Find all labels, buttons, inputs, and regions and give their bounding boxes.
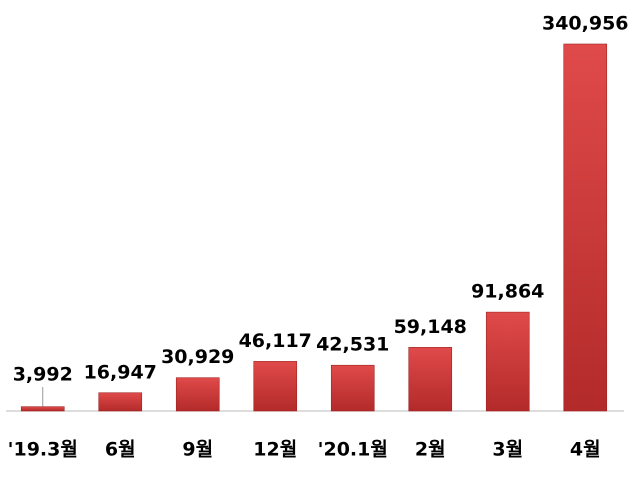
value-label: 46,117 <box>239 330 312 352</box>
bar <box>485 311 530 412</box>
x-tick-label: 2월 <box>415 439 446 461</box>
x-tick-label: 3월 <box>492 439 523 461</box>
x-tick-label: '19.3월 <box>8 439 78 461</box>
x-tick-label: 4월 <box>570 439 601 461</box>
bar <box>98 392 143 412</box>
x-tick-label: 12월 <box>253 439 297 461</box>
x-tick-label: '20.1월 <box>318 439 388 461</box>
bar <box>408 347 453 412</box>
value-label: 91,864 <box>471 281 544 303</box>
value-label: 16,947 <box>84 361 157 383</box>
value-label: 3,992 <box>13 364 73 386</box>
value-label: 59,148 <box>394 316 467 338</box>
bar <box>20 406 65 412</box>
bar <box>563 43 608 412</box>
value-label: 42,531 <box>316 334 389 356</box>
value-label: 340,956 <box>542 13 629 35</box>
bar <box>330 364 375 412</box>
bar <box>175 377 220 412</box>
value-label: 30,929 <box>161 346 234 368</box>
x-tick-label: 6월 <box>105 439 136 461</box>
x-tick-label: 9월 <box>182 439 213 461</box>
bar <box>253 361 298 412</box>
